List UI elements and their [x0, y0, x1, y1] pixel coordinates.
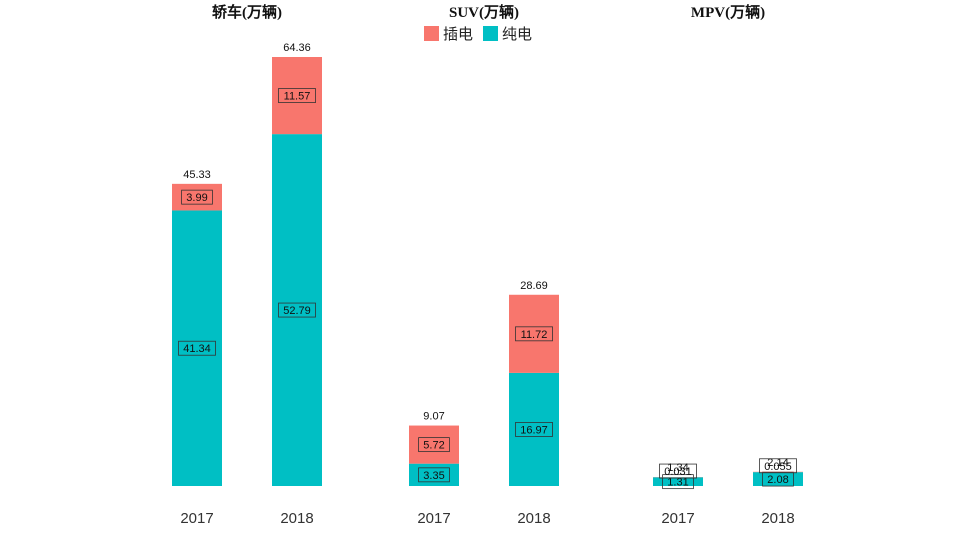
value-box-3-2017-纯电 [662, 474, 694, 490]
value-label-3-2018-纯电: 2.08 [767, 474, 788, 486]
value-box-3-2018-插电 [759, 458, 797, 474]
value-label-2-2017-纯电: 3.35 [423, 470, 444, 482]
bar-2-2017-插电 [409, 425, 459, 464]
value-label-2-2018-纯电: 16.97 [520, 424, 548, 436]
bar-3-2017-纯电 [653, 477, 703, 486]
x-tick-1-2017: 2017 [180, 510, 213, 527]
x-tick-3-2017: 2017 [661, 510, 694, 527]
legend-swatch-1 [424, 26, 439, 41]
value-label-1-2018-插电: 11.57 [284, 91, 311, 103]
x-tick-2-2018: 2018 [517, 510, 550, 527]
total-label-1-2017: 45.33 [183, 169, 211, 181]
value-box-2-2018-纯电 [515, 422, 553, 437]
bar-3-2018-纯电 [753, 472, 803, 486]
value-box-3-2017-插电 [659, 463, 697, 479]
value-label-1-2018-纯电: 52.79 [283, 305, 311, 317]
value-label-1-2017-插电: 3.99 [186, 192, 207, 204]
value-box-1-2017-纯电 [178, 340, 216, 356]
x-tick-2-2017: 2017 [417, 510, 450, 527]
bar-2-2018-插电 [509, 294, 559, 373]
x-tick-1-2018: 2018 [280, 510, 313, 527]
value-label-3-2017-纯电: 1.31 [667, 477, 688, 489]
legend-label-2: 纯电 [502, 25, 532, 43]
value-box-2-2017-插电 [418, 437, 450, 453]
bar-2-2017-纯电 [409, 463, 459, 486]
bar-1-2018-纯电 [272, 134, 322, 487]
total-label-3-2018: 2.14 [767, 457, 788, 469]
value-label-1-2017-纯电: 41.34 [183, 343, 211, 355]
value-label-2-2017-插电: 5.72 [423, 440, 444, 452]
value-box-2-2018-插电 [515, 326, 553, 342]
x-tick-3-2018: 2018 [761, 510, 794, 527]
value-label-3-2017-插电: 0.031 [664, 466, 692, 478]
value-box-1-2017-插电 [181, 189, 213, 205]
legend-swatch-2 [483, 26, 498, 41]
total-label-2-2017: 9.07 [423, 411, 444, 423]
total-label-1-2018: 64.36 [283, 42, 311, 54]
total-label-3-2017: 1.34 [667, 462, 688, 474]
panel-title-3: MPV(万辆) [691, 3, 765, 21]
panel-title-2: SUV(万辆) [449, 3, 519, 21]
value-box-1-2018-纯电 [278, 302, 316, 318]
value-box-2-2017-纯电 [418, 467, 450, 483]
bar-1-2017-纯电 [172, 210, 222, 487]
bar-1-2018-插电 [272, 57, 322, 135]
value-label-3-2018-插电: 0.055 [764, 461, 792, 473]
bar-2-2018-纯电 [509, 372, 559, 486]
value-box-1-2018-插电 [278, 88, 316, 103]
bar-1-2017-插电 [172, 183, 222, 211]
legend-label-1: 插电 [443, 25, 473, 43]
total-label-2-2018: 28.69 [520, 280, 548, 292]
panel-title-1: 轿车(万辆) [212, 3, 282, 21]
value-label-2-2018-插电: 11.72 [521, 329, 548, 341]
